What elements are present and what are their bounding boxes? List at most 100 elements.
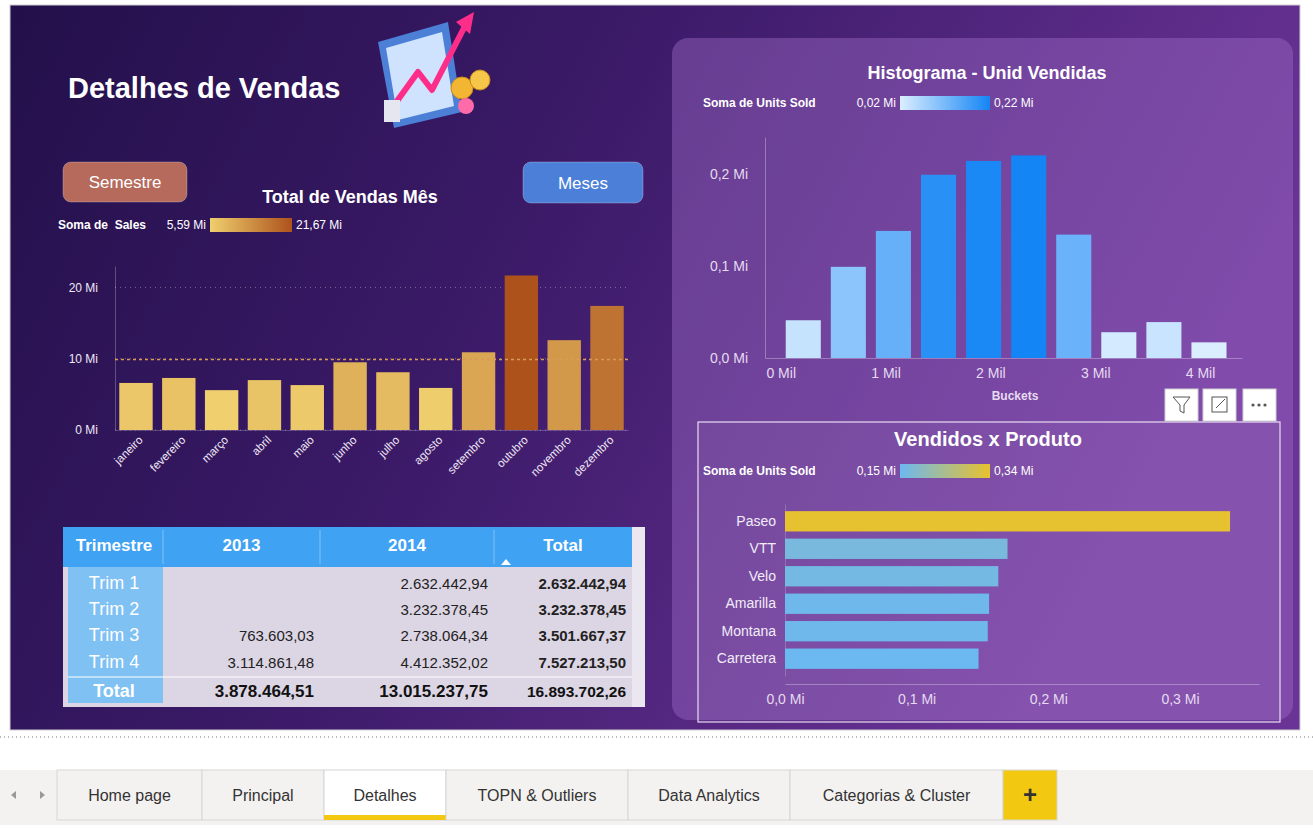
toolbar-button[interactable] xyxy=(1243,389,1276,421)
value-axis: 0 Mi10 Mi20 Mi xyxy=(69,267,116,438)
chart-title: Vendidos x Produto xyxy=(894,428,1082,450)
column-header: Trimestre xyxy=(76,536,153,555)
tab-label: Home page xyxy=(88,787,171,804)
tick-label: Paseo xyxy=(736,513,776,529)
bars xyxy=(115,275,628,430)
tick-label: setembro xyxy=(445,434,487,476)
tab[interactable]: Home page xyxy=(57,770,202,820)
button-label: Semestre xyxy=(89,173,162,192)
tick-label: Carretera xyxy=(717,650,776,666)
bar xyxy=(333,362,366,430)
tab-shape[interactable] xyxy=(446,770,628,820)
tick-label: julho xyxy=(375,434,401,460)
nav-right[interactable] xyxy=(40,791,45,799)
toolbar-button-shape[interactable] xyxy=(1203,389,1236,421)
chart-title: Total de Vendas Mês xyxy=(262,187,438,207)
bar xyxy=(162,378,195,430)
toolbar-button[interactable] xyxy=(1203,389,1236,421)
button-shape[interactable] xyxy=(63,162,187,202)
bar xyxy=(785,621,988,641)
toolbar-button-shape[interactable] xyxy=(1243,389,1276,421)
more-icon[interactable] xyxy=(1263,403,1266,406)
axis-line xyxy=(115,267,116,431)
icon-calc xyxy=(384,100,400,122)
total-cell: 13.015.237,75 xyxy=(379,682,488,701)
tab-shape[interactable] xyxy=(324,770,446,820)
legend-label: 0,34 Mi xyxy=(994,464,1033,478)
table-header-background xyxy=(63,527,632,567)
tick-label: 4 Mil xyxy=(1186,365,1216,381)
tab-shape[interactable] xyxy=(790,770,1003,820)
tick: junho xyxy=(330,430,359,463)
tick: abril xyxy=(250,430,274,458)
tab-label: Categorias & Cluster xyxy=(823,787,971,804)
tab[interactable]: Principal xyxy=(202,770,324,820)
button[interactable]: Meses xyxy=(523,162,643,203)
tab[interactable]: TOPN & Outliers xyxy=(446,770,628,820)
button[interactable]: Semestre xyxy=(63,162,187,202)
nav-left[interactable] xyxy=(11,791,16,799)
tab-shape[interactable] xyxy=(202,770,324,820)
row-header: Trim 4 xyxy=(89,652,139,672)
tab-shape[interactable] xyxy=(628,770,790,820)
panel-frame xyxy=(698,422,1280,722)
tick: 0,1 Mi xyxy=(710,258,765,274)
toolbar-button-shape[interactable] xyxy=(1165,389,1198,421)
tick: 4 Mil xyxy=(1186,358,1216,381)
matrix-table: Trimestre20132014TotalTrim 12.632.442,94… xyxy=(63,527,645,707)
chart-title: Histograma - Unid Vendidas xyxy=(867,63,1106,83)
tick: janeiro xyxy=(111,430,145,467)
tick: 0,0 Mi xyxy=(766,684,804,707)
expand-icon[interactable] xyxy=(1216,399,1225,408)
table-cell: 3.232.378,45 xyxy=(400,601,488,618)
filter-icon[interactable] xyxy=(1173,397,1190,413)
axis-line xyxy=(786,684,1260,685)
tick-label: 0 Mil xyxy=(766,365,796,381)
table-background xyxy=(63,527,645,707)
bars xyxy=(786,155,1227,358)
tab-active-indicator[interactable] xyxy=(324,815,446,820)
row-header-background xyxy=(68,567,163,703)
tick: Carretera xyxy=(717,650,785,666)
tab[interactable]: Data Analytics xyxy=(628,770,790,820)
total-cell: 3.878.464,51 xyxy=(215,682,314,701)
button-shape[interactable] xyxy=(523,162,643,203)
tab-label: TOPN & Outliers xyxy=(478,787,597,804)
expand-icon[interactable] xyxy=(1212,397,1227,412)
icon-coin xyxy=(470,70,490,90)
more-icon[interactable] xyxy=(1251,403,1254,406)
tick: 0,2 Mi xyxy=(710,166,765,182)
toolbar-button[interactable] xyxy=(1165,389,1198,421)
color-legend: Soma de Units Sold0,02 Mi0,22 Mi xyxy=(703,96,1033,110)
tab-shape[interactable] xyxy=(1003,770,1057,820)
bar xyxy=(119,383,152,430)
icon-arrowhead xyxy=(456,12,474,34)
tick: Amarilla xyxy=(725,595,785,611)
bar xyxy=(462,352,495,430)
tick-label: 0,2 Mi xyxy=(710,166,748,182)
tab-shape[interactable] xyxy=(57,770,202,820)
tick: julho xyxy=(375,430,401,460)
bar xyxy=(1191,342,1226,358)
tab[interactable]: Categorias & Cluster xyxy=(790,770,1003,820)
bar xyxy=(785,539,1008,559)
visual-toolbar xyxy=(1165,389,1276,421)
legend-label: 21,67 Mi xyxy=(296,218,342,232)
tab[interactable]: + xyxy=(1003,770,1057,820)
bar xyxy=(590,306,623,430)
tick-label: 0,3 Mi xyxy=(1161,691,1199,707)
bar xyxy=(785,594,989,614)
bars xyxy=(785,511,1230,669)
page: Detalhes de Vendas Semestre Meses Total de … xyxy=(0,0,1313,831)
tick-label: fevereiro xyxy=(148,434,188,474)
tab-label: Data Analytics xyxy=(658,787,759,804)
bar xyxy=(831,267,866,358)
bar xyxy=(505,275,538,430)
bar xyxy=(205,390,238,430)
more-icon[interactable] xyxy=(1257,403,1260,406)
tick-label: 0,0 Mi xyxy=(766,691,804,707)
page-title: Detalhes de Vendas xyxy=(68,72,340,104)
legend-label: 0,15 Mi xyxy=(857,464,896,478)
tab[interactable]: Detalhes xyxy=(324,770,446,820)
tick: 0,1 Mi xyxy=(898,684,936,707)
